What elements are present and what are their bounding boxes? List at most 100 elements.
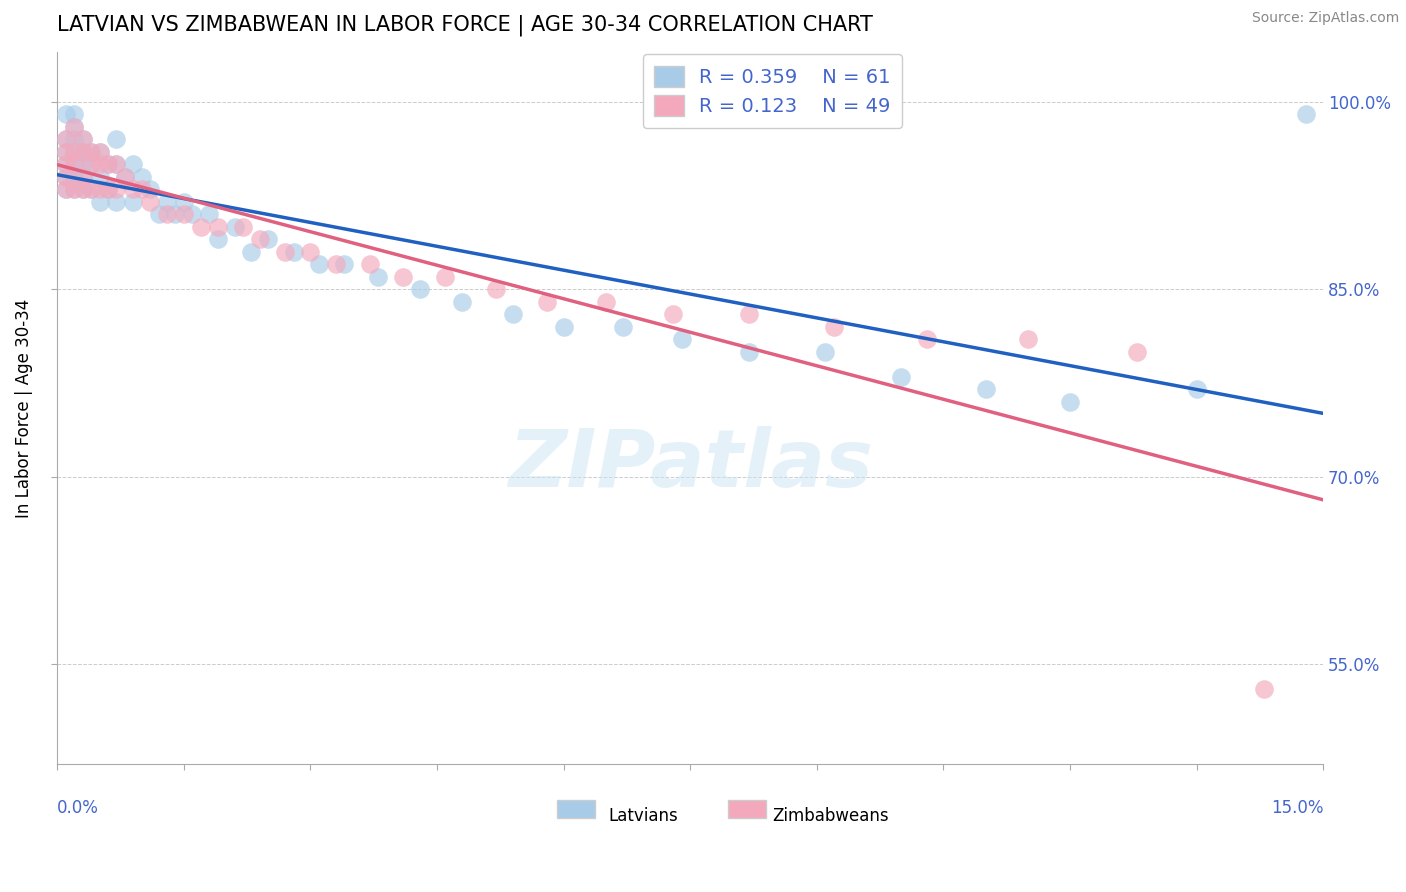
Point: [55, 145, 77, 159]
Point: [89, 194, 111, 209]
Point: [63, 169, 86, 184]
Point: [89, 157, 111, 171]
Point: [63, 145, 86, 159]
Point: [63, 182, 86, 196]
Point: [671, 332, 693, 346]
Point: [55, 132, 77, 146]
Point: [738, 344, 761, 359]
Point: [80, 182, 103, 196]
Point: [55, 132, 77, 146]
Point: [55, 182, 77, 196]
Point: [72, 182, 94, 196]
Point: [325, 257, 347, 271]
Point: [63, 157, 86, 171]
Point: [63, 132, 86, 146]
Point: [359, 257, 381, 271]
Point: [1126, 344, 1149, 359]
Point: [392, 269, 415, 284]
Text: 15.0%: 15.0%: [1271, 799, 1323, 817]
Point: [122, 157, 145, 171]
Point: [72, 145, 94, 159]
Point: [72, 157, 94, 171]
Point: [122, 194, 145, 209]
Point: [536, 294, 558, 309]
Point: [72, 169, 94, 184]
Text: Source: ZipAtlas.com: Source: ZipAtlas.com: [1251, 11, 1399, 25]
Point: [207, 219, 229, 234]
Point: [63, 145, 86, 159]
Point: [89, 182, 111, 196]
Text: 0.0%: 0.0%: [58, 799, 100, 817]
Point: [502, 307, 524, 321]
Point: [333, 257, 356, 271]
Point: [80, 182, 103, 196]
Point: [97, 182, 120, 196]
Point: [257, 232, 280, 246]
Point: [63, 120, 86, 134]
Point: [612, 319, 634, 334]
Point: [240, 244, 263, 259]
Point: [553, 319, 575, 334]
Point: [823, 319, 845, 334]
Point: [409, 282, 432, 296]
Point: [55, 157, 77, 171]
Point: [105, 157, 128, 171]
Point: [434, 269, 457, 284]
Point: [232, 219, 254, 234]
Point: [173, 194, 195, 209]
Point: [485, 282, 508, 296]
Point: [299, 244, 322, 259]
Point: [451, 294, 474, 309]
Point: [890, 369, 912, 384]
Point: [1253, 682, 1275, 697]
Point: [131, 169, 153, 184]
Point: [207, 232, 229, 246]
Point: [156, 207, 179, 221]
Y-axis label: In Labor Force | Age 30-34: In Labor Force | Age 30-34: [15, 299, 32, 517]
Point: [80, 145, 103, 159]
Point: [198, 207, 221, 221]
Point: [139, 194, 162, 209]
Point: [131, 182, 153, 196]
Point: [105, 157, 128, 171]
Point: [122, 182, 145, 196]
Point: [55, 157, 77, 171]
Point: [274, 244, 297, 259]
Point: [105, 182, 128, 196]
Point: [55, 107, 77, 121]
Point: [595, 294, 617, 309]
Point: [97, 157, 120, 171]
Point: [156, 194, 179, 209]
Point: [97, 182, 120, 196]
Point: [738, 307, 761, 321]
FancyBboxPatch shape: [728, 800, 766, 818]
Point: [1295, 107, 1317, 121]
Point: [974, 382, 997, 396]
Point: [105, 132, 128, 146]
Point: [55, 169, 77, 184]
Point: [662, 307, 685, 321]
Point: [80, 157, 103, 171]
Point: [55, 182, 77, 196]
Point: [72, 182, 94, 196]
FancyBboxPatch shape: [557, 800, 595, 818]
Point: [148, 207, 170, 221]
Point: [89, 145, 111, 159]
Point: [72, 169, 94, 184]
Point: [181, 207, 204, 221]
Point: [190, 219, 212, 234]
Point: [139, 182, 162, 196]
Point: [1185, 382, 1208, 396]
Text: Zimbabweans: Zimbabweans: [772, 807, 889, 825]
Point: [80, 157, 103, 171]
Point: [63, 182, 86, 196]
Point: [80, 145, 103, 159]
Point: [105, 194, 128, 209]
Point: [814, 344, 837, 359]
Point: [72, 132, 94, 146]
Point: [89, 145, 111, 159]
Point: [72, 132, 94, 146]
Point: [165, 207, 187, 221]
Point: [173, 207, 195, 221]
Point: [89, 169, 111, 184]
